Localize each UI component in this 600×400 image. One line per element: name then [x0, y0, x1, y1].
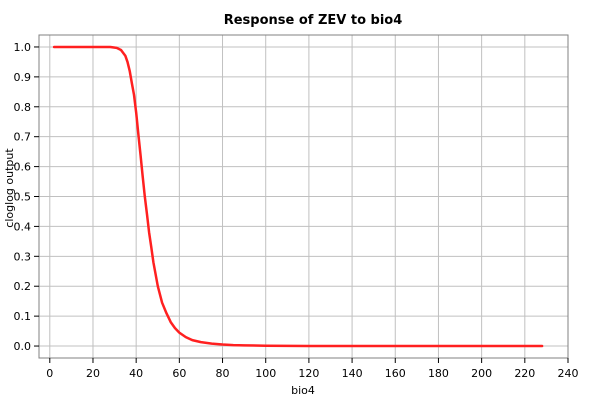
- y-axis-label: cloglog output: [3, 148, 16, 228]
- y-tick-label: 0.9: [14, 71, 32, 84]
- x-axis-ticks: 0 20 40 60 80 100 120 140 160 180 200 220 240: [46, 358, 579, 380]
- y-tick-label: 0.5: [14, 191, 32, 204]
- y-tick-label: 0.6: [14, 161, 32, 174]
- x-tick-label: 80: [216, 367, 230, 380]
- x-axis-label: bio4: [291, 384, 315, 397]
- y-tick-label: 1.0: [14, 41, 32, 54]
- x-tick-label: 200: [471, 367, 492, 380]
- chart-title: Response of ZEV to bio4: [224, 13, 403, 28]
- x-tick-label: 60: [172, 367, 186, 380]
- x-tick-label: 120: [298, 367, 319, 380]
- x-tick-label: 40: [129, 367, 143, 380]
- x-tick-label: 180: [428, 367, 449, 380]
- x-tick-label: 220: [514, 367, 535, 380]
- x-tick-label: 0: [46, 367, 53, 380]
- x-tick-label: 20: [86, 367, 100, 380]
- y-tick-label: 0.8: [14, 101, 32, 114]
- grid: [39, 35, 569, 358]
- y-tick-label: 0.4: [14, 220, 32, 233]
- series-layer: [52, 45, 544, 348]
- y-tick-label: 0.3: [14, 250, 32, 263]
- y-axis-ticks: 0.0 0.1 0.2 0.3 0.4 0.5 0.6 0.7 0.8 0.9 1.0: [14, 41, 39, 353]
- x-tick-label: 100: [255, 367, 276, 380]
- y-tick-label: 0.2: [14, 280, 32, 293]
- x-tick-label: 240: [558, 367, 579, 380]
- x-tick-label: 140: [342, 367, 363, 380]
- x-tick-label: 160: [385, 367, 406, 380]
- y-tick-label: 0.7: [14, 131, 32, 144]
- response-curve: [52, 45, 544, 348]
- y-tick-label: 0.1: [14, 310, 32, 323]
- y-tick-label: 0.0: [14, 340, 32, 353]
